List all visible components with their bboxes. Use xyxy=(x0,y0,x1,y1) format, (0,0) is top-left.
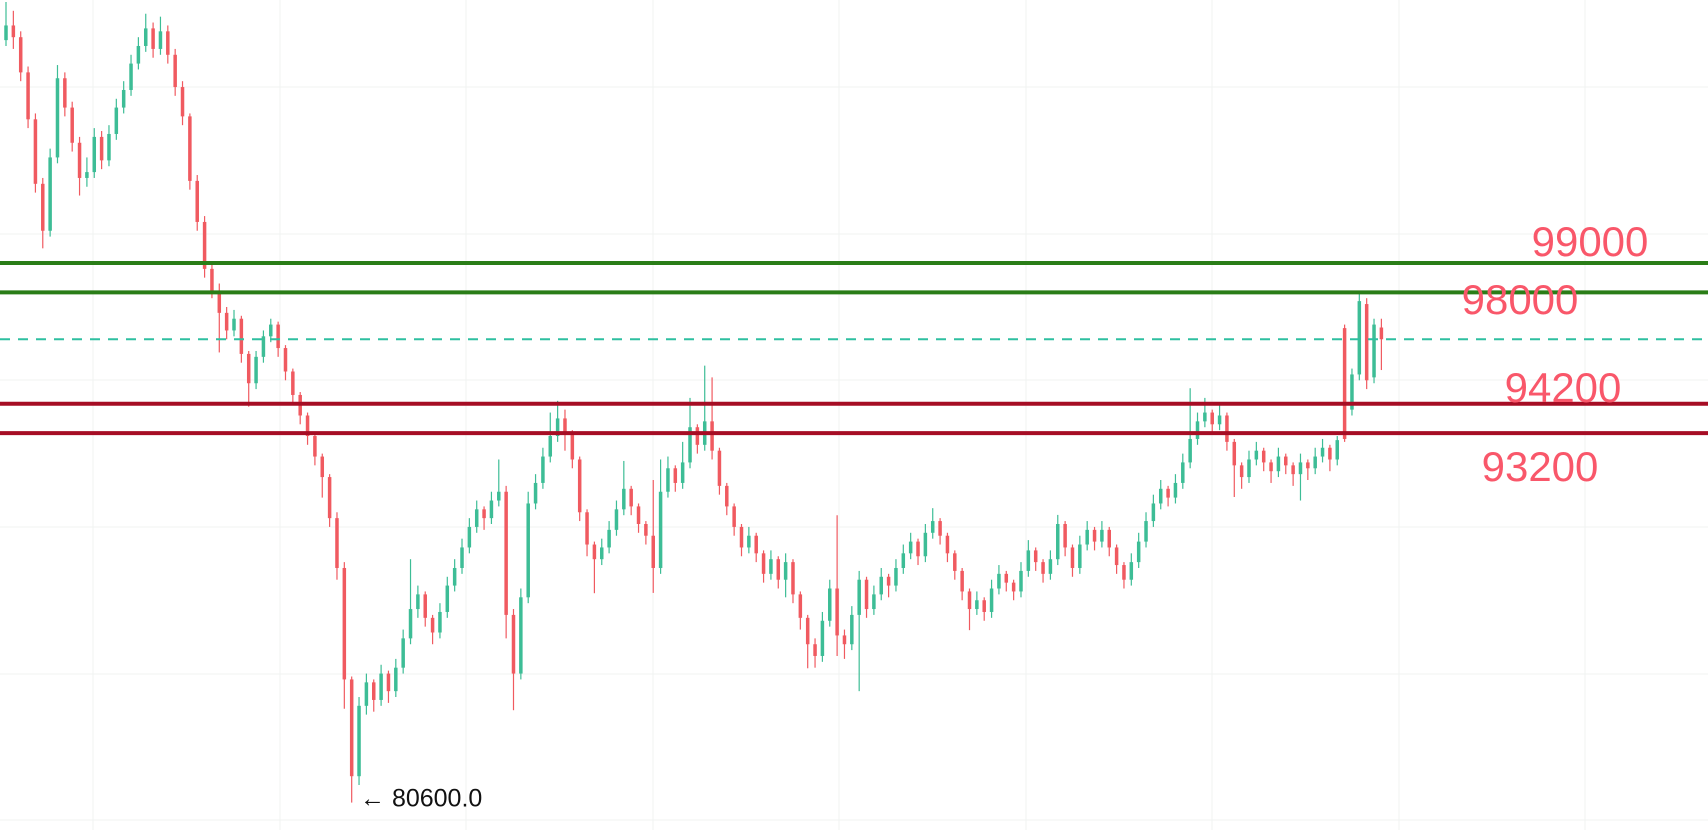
price-level-label-98000[interactable]: 98000 xyxy=(1461,276,1579,323)
price-level-lines[interactable] xyxy=(0,261,1708,436)
candlestick-series xyxy=(4,2,1384,803)
low-price-annotation[interactable]: ← 80600.0 xyxy=(360,784,483,813)
price-level-label-94200[interactable]: 94200 xyxy=(1504,364,1622,411)
price-level-label-93200[interactable]: 93200 xyxy=(1481,443,1599,490)
price-level-label-99000[interactable]: 99000 xyxy=(1531,218,1649,265)
